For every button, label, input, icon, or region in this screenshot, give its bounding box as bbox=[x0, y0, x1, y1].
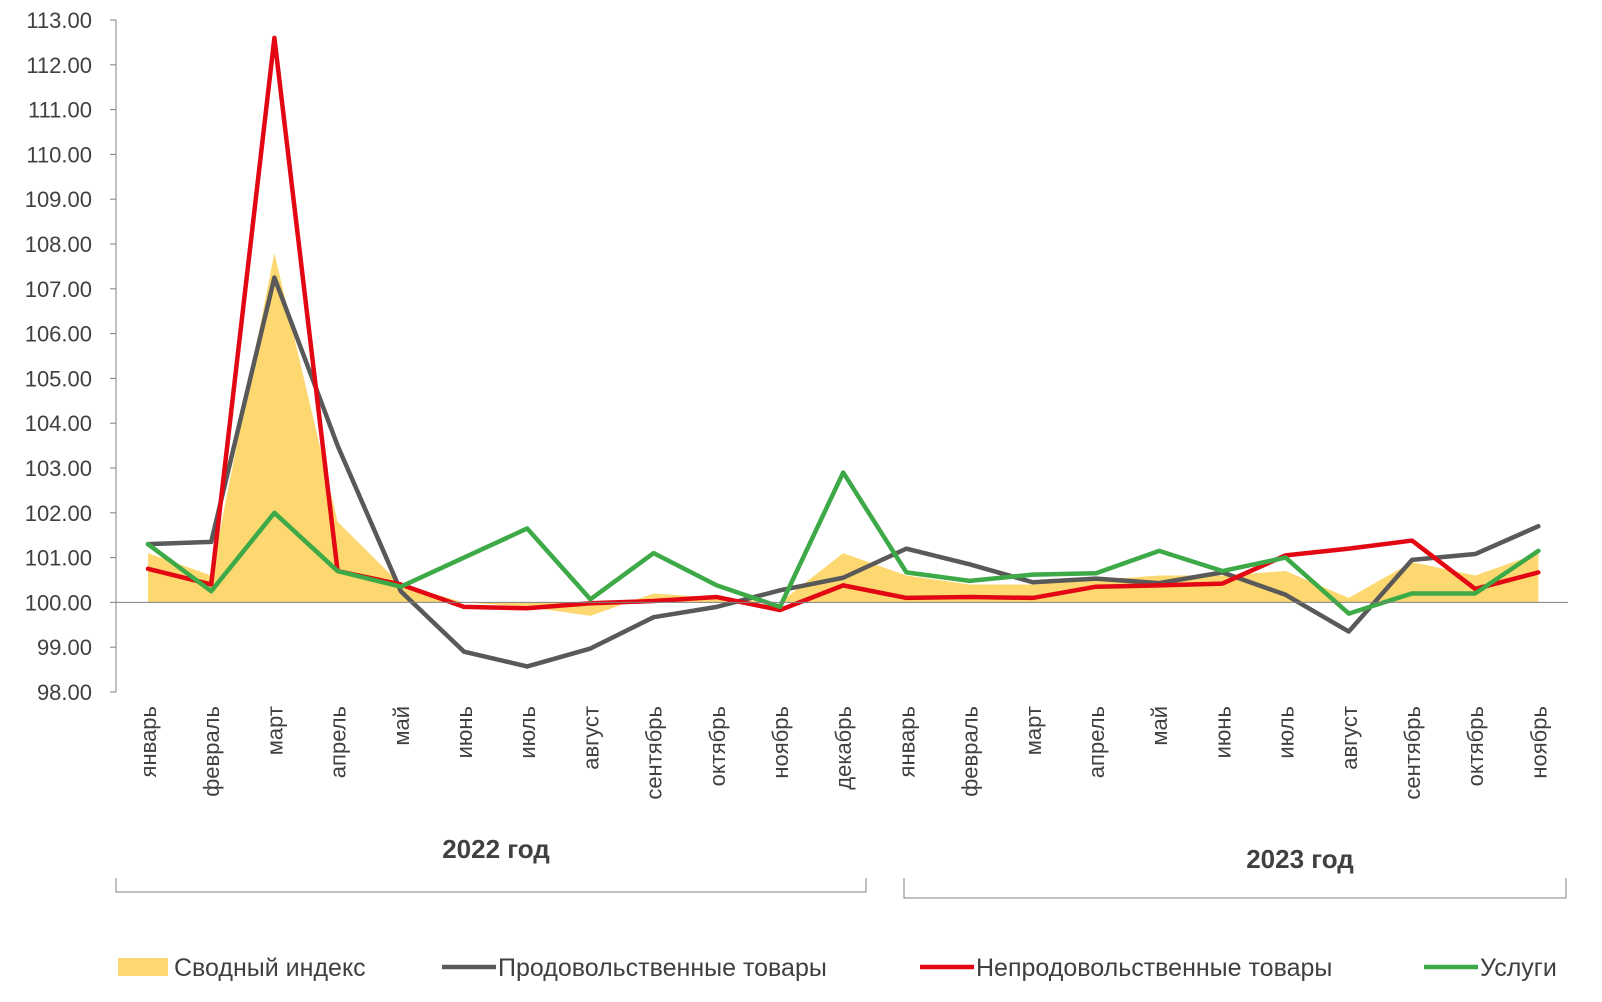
y-tick-label: 108.00 bbox=[25, 232, 92, 257]
x-tick-label: апрель bbox=[326, 706, 351, 778]
x-tick-label: февраль bbox=[958, 706, 983, 797]
x-tick-label: июль bbox=[515, 706, 540, 759]
legend-label: Продовольственные товары bbox=[498, 954, 827, 982]
y-tick-label: 102.00 bbox=[25, 501, 92, 526]
y-axis: 98.00 99.00 100.00 101.00 102.00 103.00 104.00… bbox=[25, 8, 117, 705]
series-line-2 bbox=[145, 35, 1541, 613]
x-tick-label: май bbox=[389, 706, 414, 746]
x-tick-label: ноябрь bbox=[768, 706, 793, 779]
series-area-0 bbox=[148, 252, 1539, 616]
year-label: 2022 год bbox=[442, 834, 550, 864]
y-tick-label: 107.00 bbox=[25, 277, 92, 302]
x-tick-label: май bbox=[1147, 706, 1172, 746]
year-groups: 2022 год 2023 год bbox=[115, 834, 1567, 899]
x-tick-label: март bbox=[262, 706, 287, 755]
y-tick-label: 109.00 bbox=[25, 187, 92, 212]
plot-area bbox=[145, 35, 1541, 669]
x-tick-label: сентябрь bbox=[1400, 706, 1425, 800]
legend-label: Непродовольственные товары bbox=[976, 954, 1332, 982]
y-tick-label: 112.00 bbox=[26, 53, 92, 78]
series-line-1 bbox=[145, 275, 1541, 669]
y-tick-label: 106.00 bbox=[25, 322, 92, 347]
y-tick-label: 99.00 bbox=[37, 635, 92, 660]
y-tick-label: 111.00 bbox=[28, 98, 92, 123]
x-tick-label: февраль bbox=[199, 706, 224, 797]
x-tick-label: август bbox=[1337, 706, 1362, 770]
x-tick-label: ноябрь bbox=[1526, 706, 1551, 779]
y-tick-label: 105.00 bbox=[25, 366, 92, 391]
legend-label: Сводный индекс bbox=[174, 954, 366, 982]
x-tick-label: август bbox=[578, 706, 603, 770]
y-tick-label: 101.00 bbox=[25, 546, 92, 571]
y-tick-label: 110.00 bbox=[26, 142, 92, 167]
x-tick-label: октябрь bbox=[705, 706, 730, 786]
year-bracket bbox=[115, 878, 867, 893]
y-tick-label: 100.00 bbox=[25, 590, 92, 615]
legend-label: Услуги bbox=[1480, 954, 1557, 982]
year-label: 2023 год bbox=[1246, 844, 1354, 874]
x-tick-label: апрель bbox=[1084, 706, 1109, 778]
x-tick-label: январь bbox=[894, 706, 919, 777]
x-tick-label: июнь bbox=[1210, 706, 1235, 758]
x-tick-label: январь bbox=[136, 706, 161, 777]
series-line-3 bbox=[145, 470, 1541, 616]
x-axis: январь февраль март апрель май июнь июль август… bbox=[116, 601, 1568, 800]
x-tick-label: сентябрь bbox=[642, 706, 667, 800]
x-tick-label: июль bbox=[1274, 706, 1299, 759]
y-tick-label: 104.00 bbox=[25, 411, 92, 436]
x-tick-label: декабрь bbox=[831, 706, 856, 790]
y-tick-label: 113.00 bbox=[26, 8, 92, 33]
legend-swatch-area bbox=[118, 958, 168, 976]
y-tick-label: 103.00 bbox=[25, 456, 92, 481]
x-tick-label: март bbox=[1021, 706, 1046, 755]
y-tick-label: 98.00 bbox=[37, 680, 92, 705]
legend: Сводный индекс Продовольственные товары Не… bbox=[118, 954, 1557, 982]
year-bracket bbox=[903, 878, 1567, 899]
x-tick-label: июнь bbox=[452, 706, 477, 758]
x-tick-label: октябрь bbox=[1463, 706, 1488, 786]
